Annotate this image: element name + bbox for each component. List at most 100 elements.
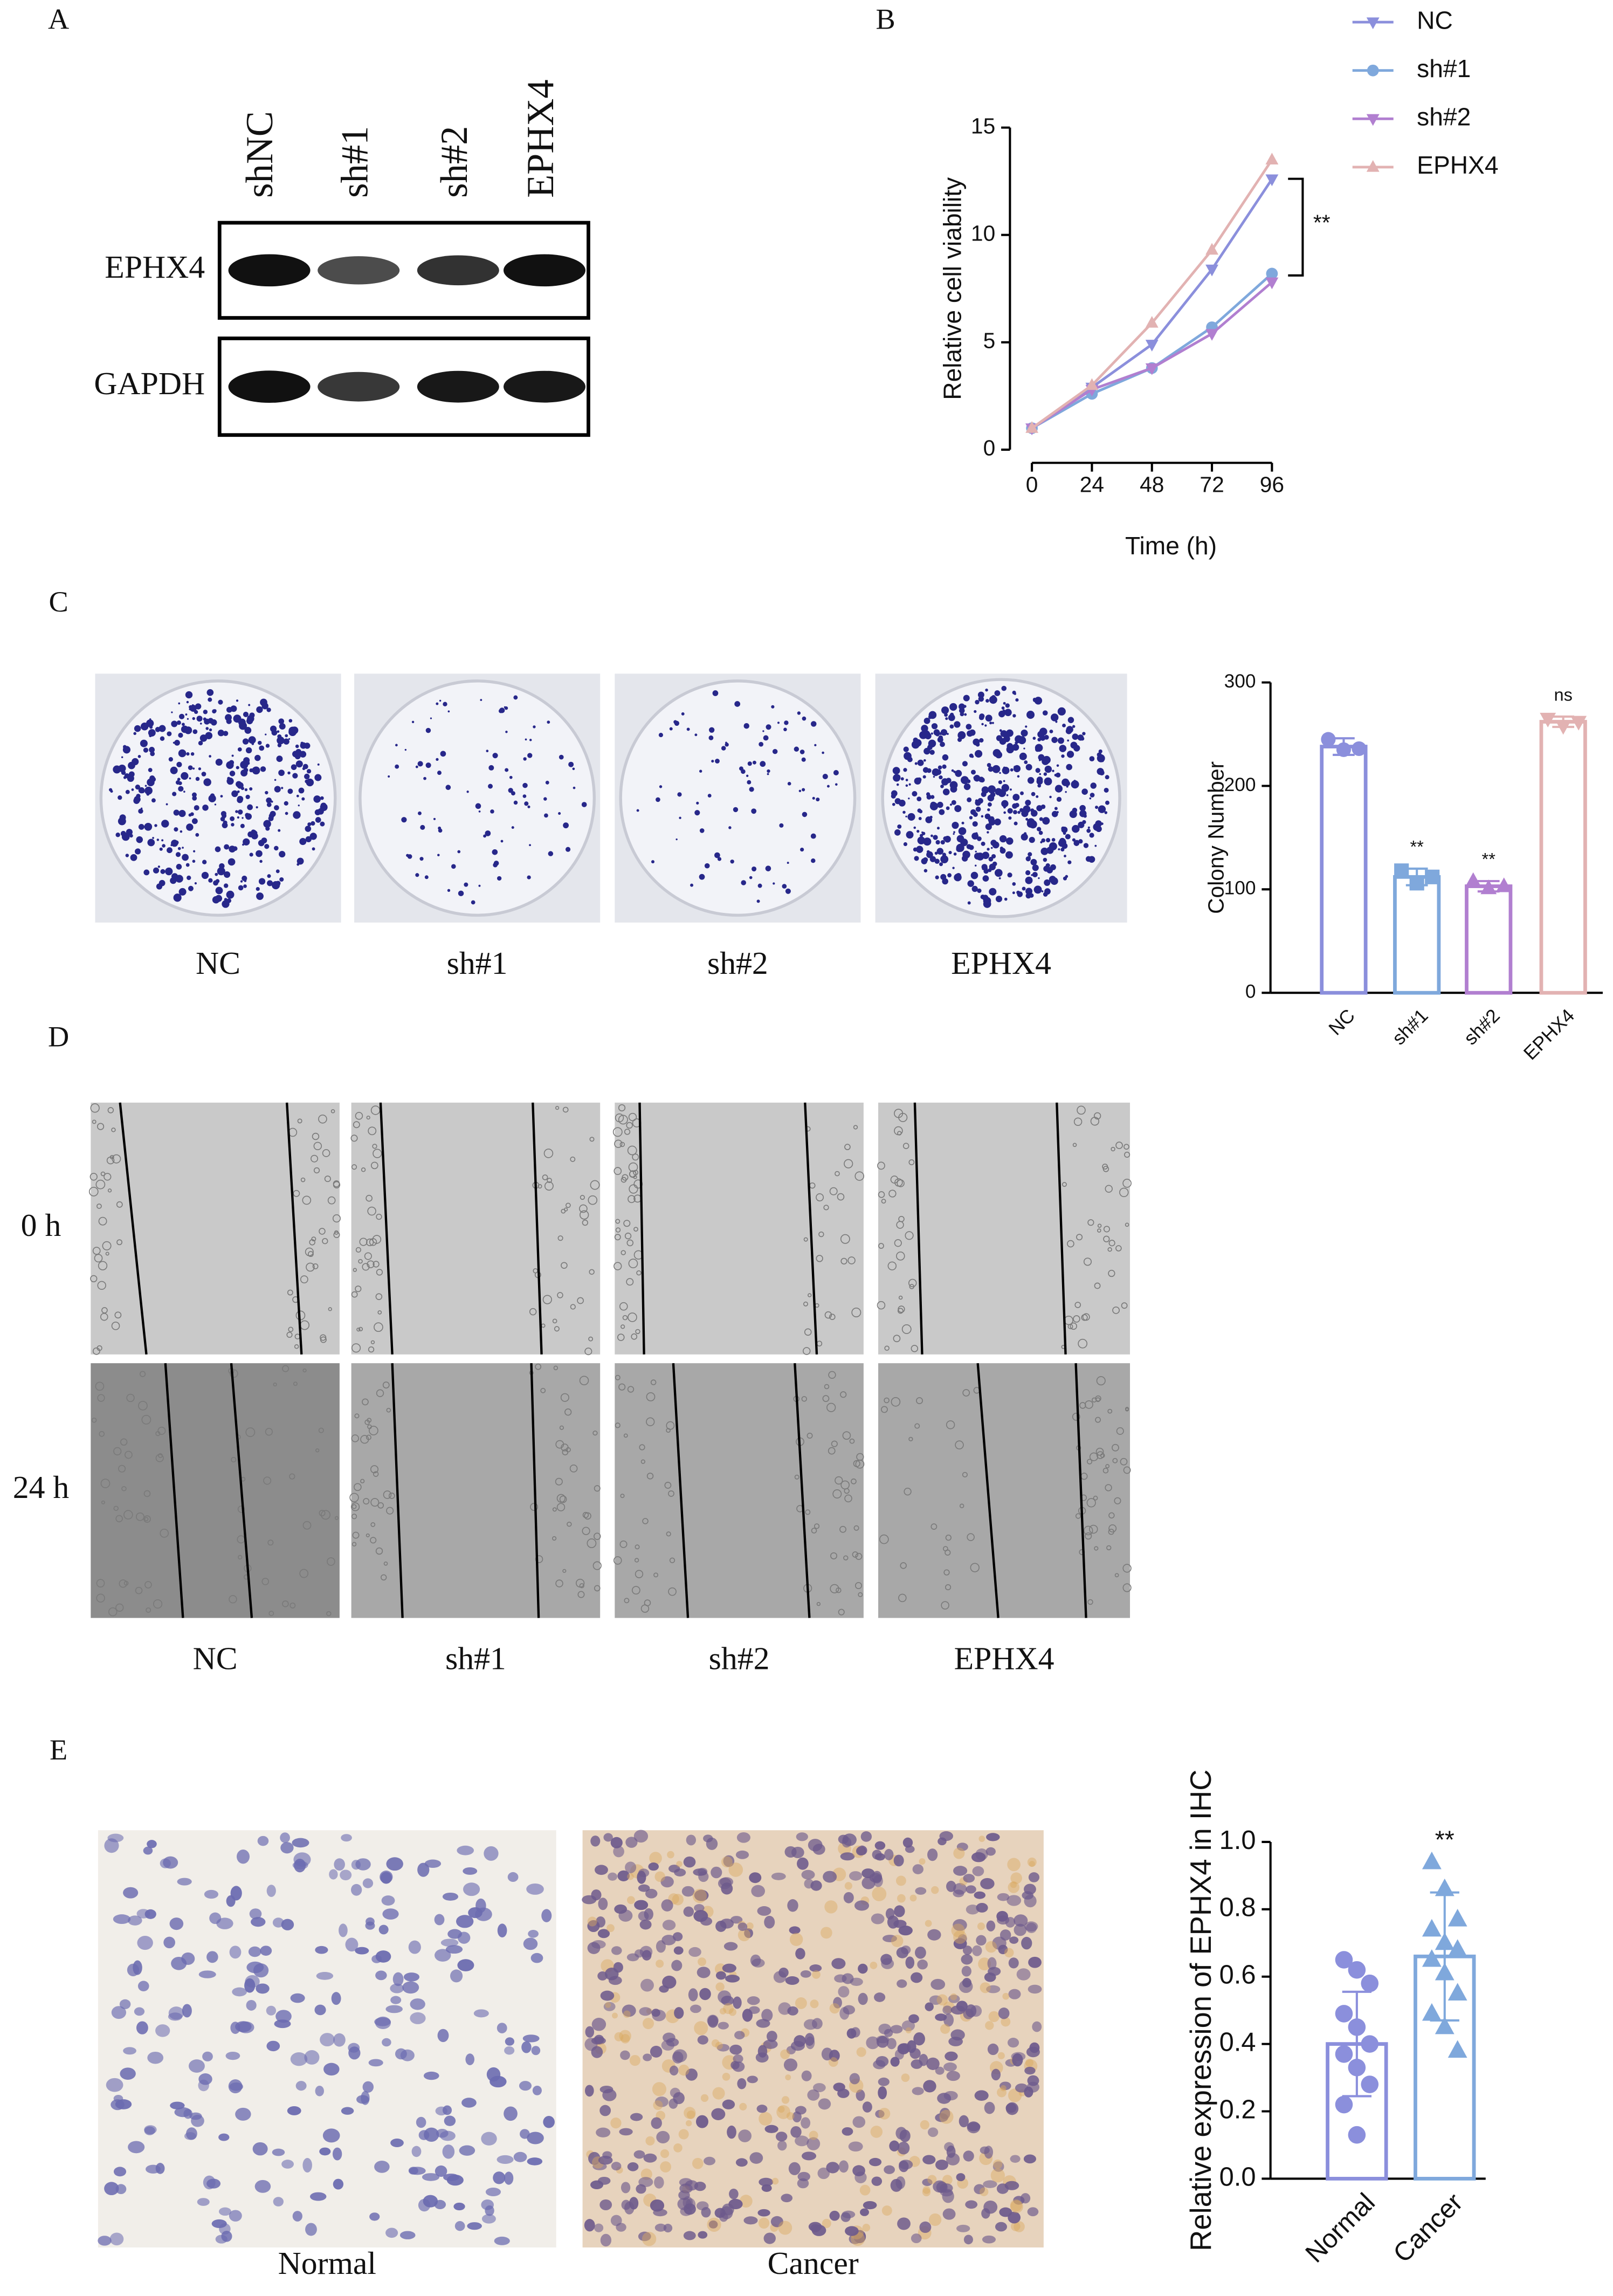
cell (92, 1347, 100, 1355)
cell (361, 1167, 366, 1172)
colony (681, 712, 685, 716)
cell (146, 1607, 151, 1613)
cell (238, 1555, 243, 1560)
nucleus (706, 1837, 718, 1850)
nucleus (309, 2192, 327, 2201)
colony (256, 886, 260, 891)
nucleus (98, 2236, 112, 2246)
colony (471, 900, 475, 905)
wound-edge (672, 1363, 690, 1618)
colony (935, 875, 939, 879)
colony (237, 747, 242, 752)
nucleus (943, 2062, 957, 2072)
cell (1111, 1146, 1115, 1152)
nucleus (935, 2013, 947, 2021)
colony (259, 860, 263, 863)
colony (734, 701, 741, 707)
colony (1029, 836, 1035, 843)
cell (623, 1220, 631, 1227)
colony (192, 717, 195, 720)
stain (653, 2100, 663, 2111)
colony (138, 824, 144, 830)
colony (923, 747, 930, 755)
colony (984, 813, 991, 820)
nucleus (797, 2178, 809, 2189)
colony (527, 753, 533, 758)
colony (305, 836, 312, 842)
cell (1085, 1532, 1092, 1540)
nucleus (424, 1859, 442, 1868)
colony (237, 790, 240, 793)
colony (1037, 731, 1045, 738)
colony (905, 784, 908, 787)
cell (1096, 1376, 1106, 1386)
colony (1039, 817, 1043, 821)
nucleus (736, 1832, 750, 1843)
nucleus (202, 2051, 213, 2061)
stain (660, 2161, 672, 2173)
colony (1095, 806, 1099, 809)
colony (1057, 737, 1064, 744)
stain (698, 1957, 706, 1967)
cell (320, 1334, 327, 1341)
colony (811, 858, 816, 863)
data-point (1335, 2005, 1353, 2023)
nucleus (484, 1846, 499, 1861)
colony (458, 890, 464, 897)
nucleus (1024, 2086, 1033, 2098)
cell (1112, 1443, 1119, 1452)
colony (175, 875, 183, 883)
colony (989, 696, 997, 704)
nucleus (608, 1872, 618, 1881)
colony (1073, 783, 1077, 788)
stain (919, 1858, 926, 1865)
colony (140, 739, 148, 747)
nucleus (248, 1946, 261, 1957)
colony (1044, 888, 1051, 895)
colony (122, 745, 127, 749)
nucleus (767, 2031, 777, 2042)
colony (930, 732, 933, 735)
cell (530, 1503, 539, 1511)
nucleus (688, 1988, 698, 2002)
nucleus (787, 1899, 798, 1912)
colony (1105, 800, 1109, 805)
colony (245, 794, 250, 800)
colony (1025, 800, 1031, 806)
panel-label: C (49, 586, 68, 618)
nucleus (963, 2008, 974, 2019)
cell (959, 1503, 964, 1508)
cell (321, 1510, 331, 1520)
colony (971, 833, 979, 840)
nucleus (890, 2178, 902, 2192)
colony (204, 718, 210, 725)
colony (959, 703, 965, 710)
colony (1072, 733, 1079, 740)
nucleus (440, 1938, 459, 1947)
colony (543, 797, 547, 801)
colony (1005, 851, 1013, 859)
colony (1003, 811, 1006, 814)
colony (1009, 788, 1012, 791)
colony (940, 874, 947, 880)
cell (592, 1431, 598, 1436)
colony (923, 717, 930, 724)
stain (905, 2027, 912, 2033)
colony (121, 756, 123, 759)
cell (902, 1143, 909, 1149)
nucleus (155, 2024, 170, 2037)
cell (1103, 1226, 1110, 1233)
colony (295, 744, 299, 748)
cell (333, 1231, 340, 1239)
colony (784, 720, 789, 725)
colony (822, 751, 824, 754)
cell (374, 1322, 383, 1332)
nucleus (876, 2035, 890, 2044)
colony (174, 827, 178, 832)
colony (783, 727, 787, 732)
colony (1050, 713, 1059, 721)
nucleus (884, 2165, 895, 2174)
cell (373, 1149, 382, 1158)
cell (358, 1326, 363, 1331)
cell (265, 1428, 273, 1436)
